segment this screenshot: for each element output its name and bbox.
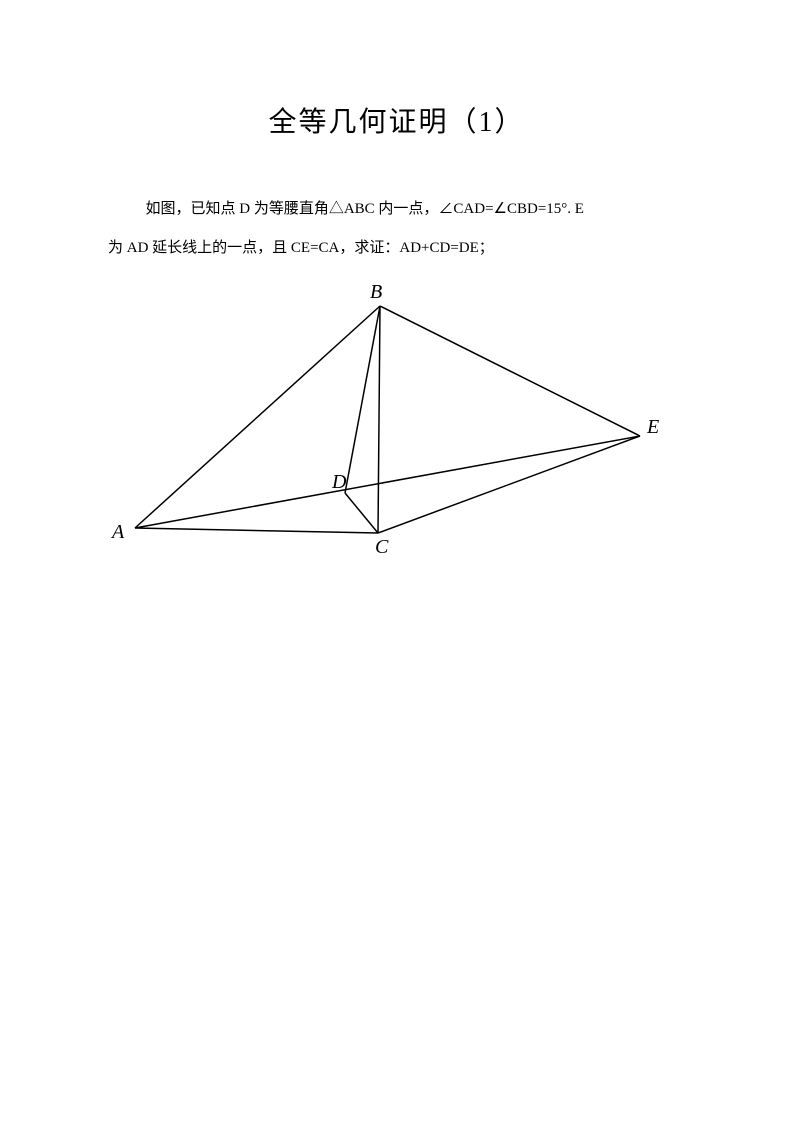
page: 全等几何证明（1） 如图，已知点 D 为等腰直角△ABC 内一点，∠CAD=∠C… bbox=[0, 0, 793, 573]
edge-A-B bbox=[135, 306, 380, 528]
edge-A-C bbox=[135, 528, 378, 533]
problem-line-2: 为 AD 延长线上的一点，且 CE=CA，求证：AD+CD=DE； bbox=[108, 229, 703, 268]
edge-B-E bbox=[380, 306, 640, 436]
label-D: D bbox=[331, 471, 347, 493]
problem-line-1: 如图，已知点 D 为等腰直角△ABC 内一点，∠CAD=∠CBD=15°. E bbox=[108, 190, 703, 229]
edge-B-D bbox=[345, 306, 380, 493]
geometry-figure: A B C D E bbox=[100, 278, 713, 573]
label-A: A bbox=[110, 521, 125, 543]
edge-A-E bbox=[135, 436, 640, 528]
label-E: E bbox=[646, 416, 659, 438]
label-B: B bbox=[370, 281, 382, 303]
edge-C-D bbox=[345, 493, 378, 533]
problem-text: 如图，已知点 D 为等腰直角△ABC 内一点，∠CAD=∠CBD=15°. E … bbox=[108, 190, 703, 268]
diagram-svg: A B C D E bbox=[100, 278, 670, 568]
page-title: 全等几何证明（1） bbox=[80, 100, 713, 140]
edge-C-E bbox=[378, 436, 640, 533]
edge-B-C bbox=[378, 306, 380, 533]
label-C: C bbox=[375, 536, 389, 558]
